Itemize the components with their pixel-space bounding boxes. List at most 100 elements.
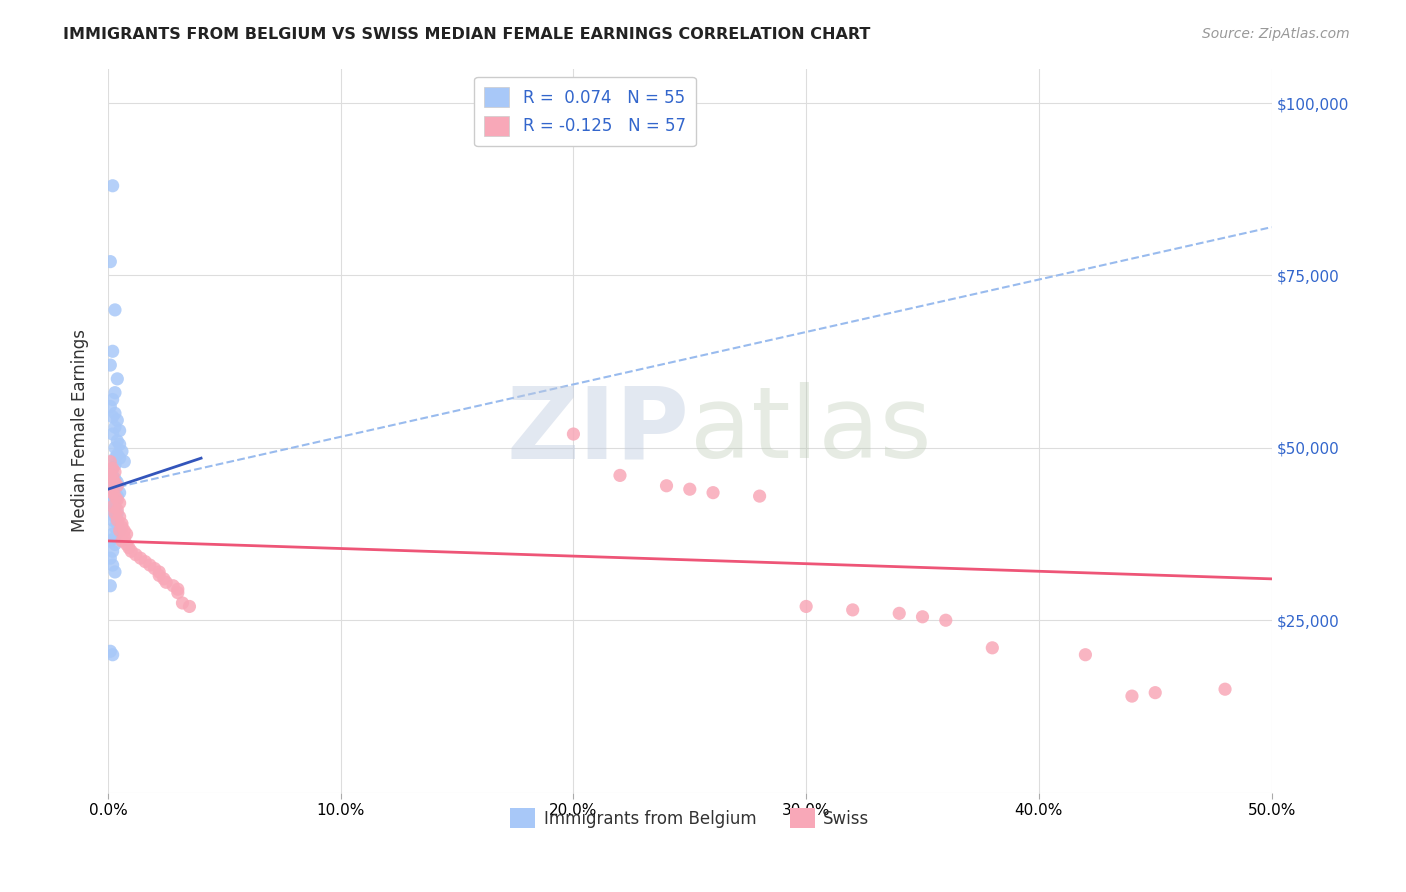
Point [1121,689,1143,703]
Point [794,599,817,614]
Point [139,558,162,572]
Point [101,392,124,407]
Point [104,537,127,551]
Point [118,541,141,555]
Point [104,385,127,400]
Point [155,575,177,590]
Point [105,448,128,462]
Point [104,465,127,479]
Point [98,533,121,548]
Point [105,506,128,520]
Point [609,468,631,483]
Point [101,344,124,359]
Point [104,420,127,434]
Point [98,479,121,493]
Point [101,544,124,558]
Point [105,434,128,448]
Point [101,178,124,193]
Point [101,409,124,424]
Point [104,509,127,524]
Point [104,451,127,466]
Point [104,531,127,545]
Point [104,302,127,317]
Point [166,582,188,597]
Point [98,551,121,566]
Point [98,358,121,372]
Point [148,568,170,582]
Point [108,485,131,500]
Point [112,531,135,545]
Point [108,437,131,451]
Point [101,489,124,503]
Point [153,572,176,586]
Point [179,599,201,614]
Point [98,468,121,483]
Point [101,472,124,486]
Point [748,489,770,503]
Point [702,485,724,500]
Point [125,548,148,562]
Point [101,500,124,514]
Point [104,475,127,490]
Point [104,506,127,520]
Point [1074,648,1097,662]
Point [104,520,127,534]
Point [104,441,127,455]
Point [105,492,128,507]
Y-axis label: Median Female Earnings: Median Female Earnings [72,329,89,533]
Point [104,500,127,514]
Point [98,455,121,469]
Point [101,513,124,527]
Point [1144,686,1167,700]
Point [98,579,121,593]
Point [105,413,128,427]
Point [111,520,134,534]
Point [98,644,121,658]
Point [98,400,121,414]
Point [101,527,124,541]
Point [105,503,128,517]
Point [105,489,128,503]
Point [108,424,131,438]
Point [105,516,128,531]
Point [134,555,156,569]
Point [108,496,131,510]
Point [115,537,138,551]
Point [101,461,124,475]
Point [841,603,863,617]
Point [104,482,127,496]
Legend: Immigrants from Belgium, Swiss: Immigrants from Belgium, Swiss [503,801,876,835]
Text: atlas: atlas [690,382,931,479]
Point [105,513,128,527]
Point [101,485,124,500]
Point [104,489,127,503]
Point [111,516,134,531]
Point [104,472,127,486]
Point [105,479,128,493]
Point [104,406,127,420]
Point [101,427,124,442]
Point [143,561,166,575]
Point [112,455,135,469]
Text: ZIP: ZIP [508,382,690,479]
Point [105,372,128,386]
Point [108,509,131,524]
Point [98,482,121,496]
Point [101,468,124,483]
Point [115,527,138,541]
Text: IMMIGRANTS FROM BELGIUM VS SWISS MEDIAN FEMALE EARNINGS CORRELATION CHART: IMMIGRANTS FROM BELGIUM VS SWISS MEDIAN … [63,27,870,42]
Point [166,585,188,599]
Point [911,609,934,624]
Point [98,254,121,268]
Point [112,524,135,538]
Point [104,458,127,472]
Point [655,479,678,493]
Point [101,461,124,475]
Point [108,524,131,538]
Point [104,565,127,579]
Point [172,596,194,610]
Point [889,607,911,621]
Text: Source: ZipAtlas.com: Source: ZipAtlas.com [1202,27,1350,41]
Point [108,524,131,538]
Point [981,640,1004,655]
